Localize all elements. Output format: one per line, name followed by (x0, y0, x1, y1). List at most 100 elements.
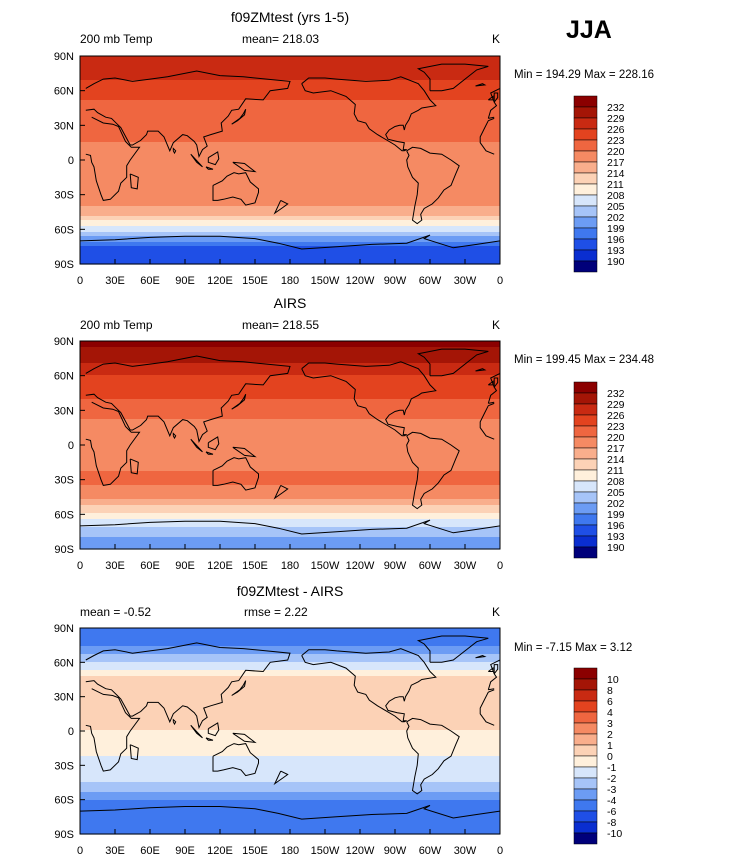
contour-band (80, 517, 500, 520)
colorbar-swatch (573, 260, 598, 273)
contour-band (80, 399, 500, 402)
contour-band (80, 343, 500, 346)
contour-band (80, 439, 500, 442)
contour-band (80, 790, 500, 793)
contour-band (80, 501, 500, 504)
colorbar-label: 202 (607, 212, 625, 224)
contour-band (80, 385, 500, 388)
colorbar-label: 232 (607, 102, 625, 114)
contour-band (80, 232, 500, 235)
x-tick-label: 180 (281, 275, 299, 287)
contour-band (80, 784, 500, 787)
contour-band (80, 357, 500, 360)
contour-band (80, 220, 500, 223)
contour-band (80, 92, 500, 95)
y-tick-label: 30S (54, 190, 74, 202)
x-tick-label: 0 (497, 845, 503, 857)
min-max-stats: Min = -7.15 Max = 3.12 (514, 642, 632, 654)
contour-band (80, 56, 500, 59)
contour-band (80, 814, 500, 817)
center-label: rmse = 2.22 (244, 605, 308, 619)
contour-band (80, 529, 500, 532)
coastline (85, 401, 495, 486)
contour-band (80, 762, 500, 765)
contour-band (80, 541, 500, 544)
contour-band (80, 387, 500, 390)
units-label: K (492, 32, 500, 46)
coastline (273, 199, 289, 215)
season-label: JJA (566, 16, 612, 44)
contour-band (80, 634, 500, 637)
contour-band (80, 194, 500, 197)
contour-band (80, 820, 500, 823)
x-tick-label: 150W (311, 275, 340, 287)
colorbar-label: 220 (607, 432, 625, 444)
contour-band (80, 732, 500, 735)
contour-band (80, 772, 500, 775)
contour-band (80, 796, 500, 799)
contour-band (80, 511, 500, 514)
contour-band (80, 780, 500, 783)
y-tick-label: 90S (54, 829, 74, 841)
contour-band (80, 431, 500, 434)
coastline (232, 161, 257, 173)
coastline (172, 718, 177, 726)
x-tick-label: 60E (140, 845, 160, 857)
contour-band (80, 632, 500, 635)
contour-band (80, 367, 500, 370)
colorbar-label: 214 (607, 168, 625, 180)
contour-band (80, 200, 500, 203)
colorbar-swatch (573, 183, 598, 196)
contour-band (80, 824, 500, 827)
x-tick-label: 90E (175, 275, 195, 287)
contour-band (80, 748, 500, 751)
left-label: mean = -0.52 (80, 605, 151, 619)
contour-band (80, 672, 500, 675)
contour-band (80, 377, 500, 380)
contour-band (80, 481, 500, 484)
contour-band (80, 818, 500, 821)
coastline (416, 635, 489, 663)
contour-band (80, 413, 500, 416)
y-tick-label: 90S (54, 259, 74, 271)
coastline (80, 234, 500, 250)
contour-band (80, 491, 500, 494)
contour-band (80, 246, 500, 249)
contour-band (80, 423, 500, 426)
x-tick-label: 0 (497, 275, 503, 287)
coastline (232, 446, 257, 458)
coastline (85, 116, 495, 201)
x-tick-label: 0 (77, 275, 83, 287)
colorbar-swatch (573, 238, 598, 251)
colorbar-swatch (573, 425, 598, 438)
contour-band (80, 642, 500, 645)
contour-band (80, 160, 500, 163)
contour-band (80, 678, 500, 681)
contour-band (80, 746, 500, 749)
contour-band (80, 224, 500, 227)
contour-band (80, 738, 500, 741)
contour-band (80, 347, 500, 350)
colorbar-swatch (573, 810, 598, 823)
contour-band (80, 90, 500, 93)
colorbar-swatch (573, 227, 598, 240)
colorbar-swatch (573, 205, 598, 218)
colorbar-swatch (573, 458, 598, 471)
coastline (205, 451, 214, 455)
map-field (80, 628, 500, 835)
contour-band (80, 445, 500, 448)
colorbar-swatch (573, 733, 598, 746)
coastline (80, 804, 500, 820)
contour-band (80, 84, 500, 87)
colorbar-swatch (573, 678, 598, 691)
colorbar-swatch (573, 403, 598, 416)
colorbar-swatch (573, 414, 598, 427)
contour-band (80, 144, 500, 147)
colorbar-label: 190 (607, 256, 625, 268)
center-label: mean= 218.03 (242, 32, 319, 46)
contour-band (80, 475, 500, 478)
x-tick-label: 30W (454, 845, 477, 857)
contour-band (80, 688, 500, 691)
contour-band (80, 493, 500, 496)
contour-band (80, 513, 500, 516)
